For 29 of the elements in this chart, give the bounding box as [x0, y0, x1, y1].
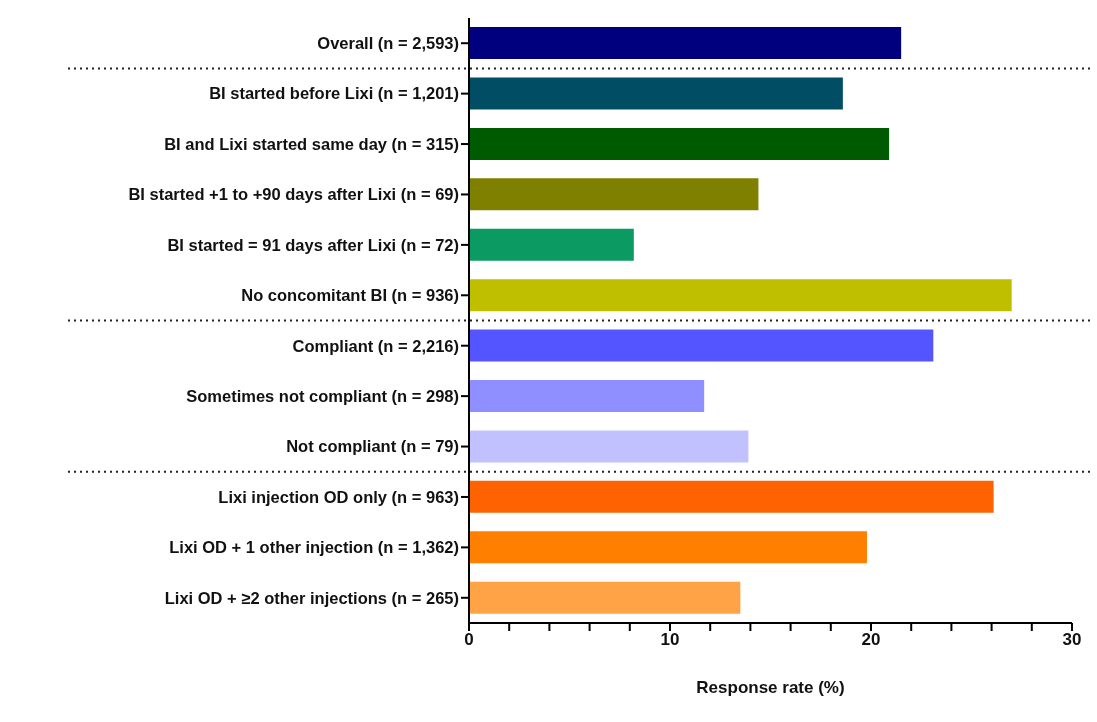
y-tick-label: Not compliant (n = 79) [286, 437, 459, 456]
bar [469, 329, 934, 362]
bar [469, 581, 741, 614]
bar [469, 531, 867, 564]
x-tick-label: 30 [1062, 630, 1082, 650]
x-tick-label: 0 [464, 630, 474, 650]
y-tick-label: Sometimes not compliant (n = 298) [186, 386, 459, 405]
bar [469, 379, 705, 412]
y-tick-label: Lixi OD + ≥2 other injections (n = 265) [164, 588, 459, 607]
bar [469, 480, 994, 513]
bar [469, 228, 634, 261]
y-tick-label: BI started before Lixi (n = 1,201) [209, 84, 459, 103]
y-tick-label: BI started +1 to +90 days after Lixi (n = 69) [128, 185, 459, 204]
bar [469, 178, 759, 211]
y-tick-label: BI started = 91 days after Lixi (n = 72) [167, 235, 459, 254]
y-tick-label: No concomitant BI (n = 936) [241, 286, 459, 305]
y-tick-label: Overall (n = 2,593) [317, 34, 459, 53]
bar [469, 77, 843, 110]
bar [469, 27, 902, 60]
y-tick-label: Lixi OD + 1 other injection (n = 1,362) [169, 538, 459, 557]
x-axis-title: Response rate (%) [696, 678, 845, 697]
x-tick-label: 10 [660, 630, 680, 650]
y-tick-label: BI and Lixi started same day (n = 315) [164, 134, 459, 153]
y-tick-label: Compliant (n = 2,216) [292, 336, 459, 355]
bar [469, 127, 890, 160]
x-tick-label: 20 [861, 630, 881, 650]
bar [469, 430, 749, 463]
bar [469, 279, 1012, 312]
y-tick-label: Lixi injection OD only (n = 963) [218, 487, 459, 506]
